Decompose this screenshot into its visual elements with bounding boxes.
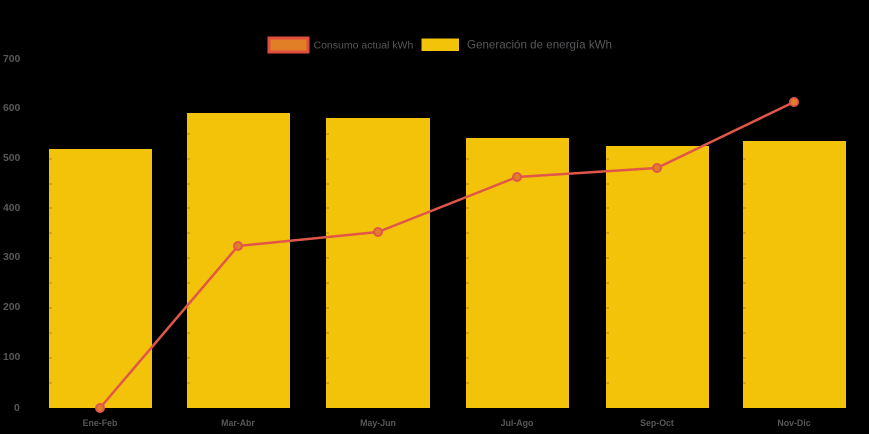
svg-text:Ene-Feb: Ene-Feb xyxy=(83,418,118,428)
svg-text:600: 600 xyxy=(3,103,21,114)
svg-text:500: 500 xyxy=(3,153,21,164)
svg-text:Generación de energía kWh: Generación de energía kWh xyxy=(467,39,612,52)
svg-text:300: 300 xyxy=(3,252,21,263)
svg-text:200: 200 xyxy=(3,302,21,313)
svg-text:May-Jun: May-Jun xyxy=(360,418,396,428)
svg-text:700: 700 xyxy=(3,54,21,65)
svg-text:Sep-Oct: Sep-Oct xyxy=(640,418,674,428)
svg-text:100: 100 xyxy=(3,352,21,363)
svg-text:Consumo actual kWh: Consumo actual kWh xyxy=(314,40,414,52)
svg-text:0: 0 xyxy=(14,403,20,414)
svg-text:400: 400 xyxy=(3,203,21,214)
svg-text:Mar-Abr: Mar-Abr xyxy=(221,418,255,428)
svg-text:Nov-Dic: Nov-Dic xyxy=(777,418,810,428)
svg-text:Jul-Ago: Jul-Ago xyxy=(501,418,534,428)
